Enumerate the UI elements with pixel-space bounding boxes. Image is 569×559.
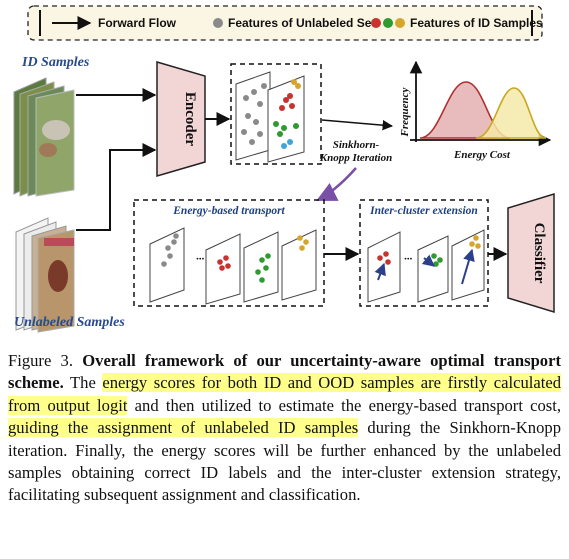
legend-unlabeled-features: Features of Unlabeled Set bbox=[228, 16, 375, 30]
energy-cost-label: Energy Cost bbox=[453, 149, 511, 161]
sinkhorn-label: Sinkhorn- bbox=[333, 139, 380, 151]
green-dot-icon bbox=[383, 18, 393, 28]
legend: Forward Flow Features of Unlabeled Set F… bbox=[27, 5, 543, 41]
classifier-label: Classifier bbox=[531, 223, 547, 284]
id-sample-images bbox=[13, 77, 75, 197]
gray-dot-icon bbox=[213, 18, 223, 28]
figure-caption: Figure 3. Overall framework of our uncer… bbox=[8, 350, 562, 507]
feature-space-box bbox=[230, 63, 322, 165]
sinkhorn-label-2: Knopp Iteration bbox=[319, 152, 392, 164]
caption-title: Overall framework of our uncertainty-awa… bbox=[8, 351, 561, 393]
transport-ellipsis: ··· bbox=[196, 253, 205, 265]
yellow-dot-icon bbox=[395, 18, 405, 28]
id-samples-label: ID Samples bbox=[21, 55, 90, 70]
caption-text-2: and then utilized to estimate the energy… bbox=[127, 395, 561, 415]
caption-highlight-2: guiding the assignment of unlabeled ID s… bbox=[8, 418, 359, 438]
legend-forward-flow: Forward Flow bbox=[98, 16, 177, 30]
unlabeled-samples-label: Unlabeled Samples bbox=[14, 315, 125, 330]
caption-prefix: Figure 3. bbox=[8, 351, 83, 370]
caption-text-1: The bbox=[63, 373, 103, 393]
inter-cluster-title: Inter-cluster extension bbox=[369, 205, 478, 217]
encoder-module: Encoder bbox=[156, 61, 206, 177]
inter-cluster-box: Inter-cluster extension ··· bbox=[359, 199, 489, 307]
framework-figure: Forward Flow Features of Unlabeled Set F… bbox=[13, 5, 555, 333]
inter-cluster-ellipsis: ··· bbox=[404, 253, 413, 265]
caption-text-3: during the Sinkhorn-Knopp iteration. Fin… bbox=[8, 418, 561, 505]
unlabeled-sample-images bbox=[15, 217, 75, 333]
classifier-module: Classifier bbox=[507, 192, 555, 314]
energy-transport-box: Energy-based transport ··· bbox=[133, 199, 325, 307]
red-dot-icon bbox=[371, 18, 381, 28]
energy-distribution-plot: Frequency Energy Cost bbox=[399, 60, 552, 161]
legend-id-features: Features of ID Samples bbox=[410, 16, 543, 30]
frequency-label: Frequency bbox=[399, 87, 411, 137]
energy-transport-title: Energy-based transport bbox=[172, 205, 285, 217]
encoder-label: Encoder bbox=[182, 92, 198, 147]
